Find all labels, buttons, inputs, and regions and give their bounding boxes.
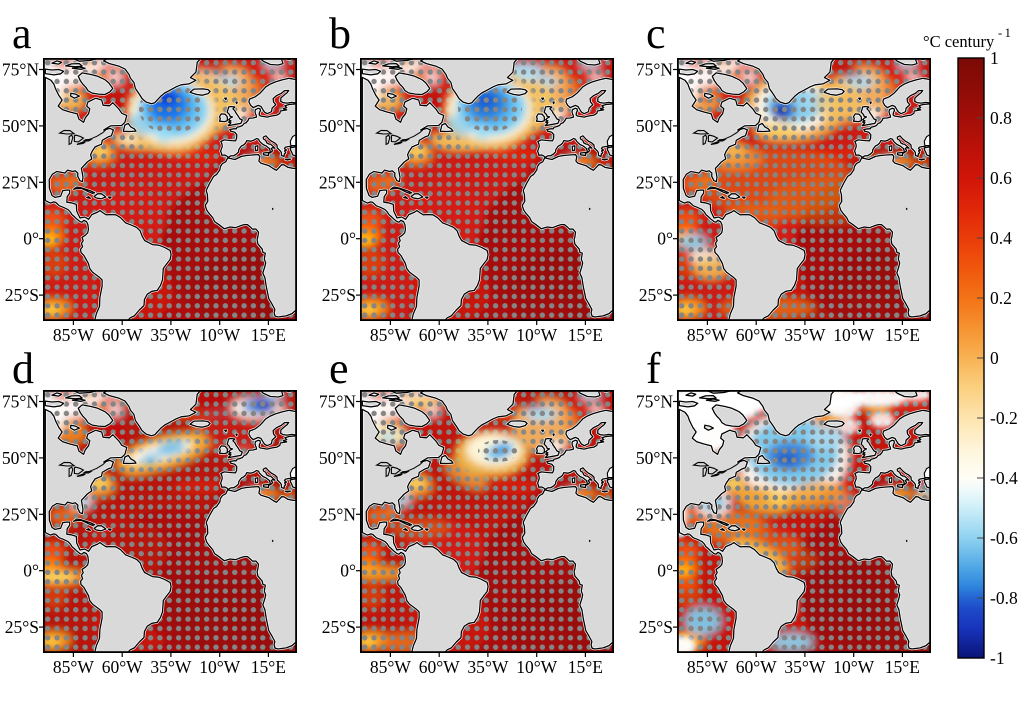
svg-text:50°N: 50°N: [2, 448, 39, 468]
svg-text:75°N: 75°N: [2, 392, 39, 412]
svg-text:35°W: 35°W: [150, 325, 191, 345]
svg-text:35°W: 35°W: [150, 657, 191, 677]
svg-text:35°W: 35°W: [467, 325, 508, 345]
svg-text:0.2: 0.2: [990, 288, 1012, 308]
svg-text:15°E: 15°E: [251, 325, 286, 345]
svg-text:35°W: 35°W: [784, 325, 825, 345]
svg-text:25°N: 25°N: [636, 172, 673, 192]
svg-text:25°N: 25°N: [319, 172, 356, 192]
svg-text:c: c: [646, 9, 666, 58]
svg-text:10°W: 10°W: [516, 657, 557, 677]
svg-text:0: 0: [990, 348, 999, 368]
svg-text:-0.4: -0.4: [990, 468, 1018, 488]
svg-text:0°: 0°: [340, 229, 356, 249]
svg-text:-1: -1: [990, 648, 1005, 668]
svg-text:25°S: 25°S: [639, 617, 673, 637]
svg-text:60°W: 60°W: [419, 325, 460, 345]
svg-text:25°S: 25°S: [5, 285, 39, 305]
svg-text:75°N: 75°N: [319, 392, 356, 412]
svg-text:50°N: 50°N: [319, 116, 356, 136]
svg-text:60°W: 60°W: [419, 657, 460, 677]
svg-text:10°W: 10°W: [516, 325, 557, 345]
svg-text:0°: 0°: [657, 561, 673, 581]
svg-text:10°W: 10°W: [833, 325, 874, 345]
svg-text:85°W: 85°W: [370, 657, 411, 677]
svg-text:0°: 0°: [657, 229, 673, 249]
svg-text:0°: 0°: [23, 229, 39, 249]
svg-text:15°E: 15°E: [251, 657, 286, 677]
svg-text:35°W: 35°W: [467, 657, 508, 677]
svg-text:60°W: 60°W: [102, 657, 143, 677]
svg-text:0°: 0°: [340, 561, 356, 581]
svg-text:85°W: 85°W: [53, 657, 94, 677]
svg-text:0.6: 0.6: [990, 168, 1012, 188]
svg-text:25°N: 25°N: [2, 504, 39, 524]
svg-text:- 1: - 1: [998, 26, 1011, 40]
svg-text:60°W: 60°W: [102, 325, 143, 345]
svg-text:50°N: 50°N: [636, 448, 673, 468]
svg-text:a: a: [12, 9, 32, 58]
svg-text:15°E: 15°E: [568, 657, 603, 677]
svg-text:25°N: 25°N: [2, 172, 39, 192]
svg-text:75°N: 75°N: [319, 60, 356, 80]
svg-text:0.8: 0.8: [990, 108, 1012, 128]
svg-text:f: f: [646, 344, 661, 393]
svg-text:10°W: 10°W: [199, 657, 240, 677]
svg-text:0.4: 0.4: [990, 228, 1012, 248]
svg-text:35°W: 35°W: [784, 657, 825, 677]
svg-text:60°W: 60°W: [736, 657, 777, 677]
svg-text:25°S: 25°S: [322, 617, 356, 637]
svg-text:b: b: [329, 9, 351, 58]
svg-text:-0.2: -0.2: [990, 408, 1018, 428]
svg-text:75°N: 75°N: [636, 392, 673, 412]
svg-text:25°S: 25°S: [5, 617, 39, 637]
svg-text:50°N: 50°N: [319, 448, 356, 468]
svg-text:85°W: 85°W: [687, 325, 728, 345]
svg-text:85°W: 85°W: [370, 325, 411, 345]
svg-text:15°E: 15°E: [885, 657, 920, 677]
svg-text:25°N: 25°N: [319, 504, 356, 524]
svg-text:85°W: 85°W: [687, 657, 728, 677]
svg-text:°C century: °C century: [923, 32, 995, 51]
svg-text:15°E: 15°E: [885, 325, 920, 345]
svg-text:25°S: 25°S: [639, 285, 673, 305]
svg-text:75°N: 75°N: [2, 60, 39, 80]
svg-text:50°N: 50°N: [636, 116, 673, 136]
svg-text:0°: 0°: [23, 561, 39, 581]
svg-text:50°N: 50°N: [2, 116, 39, 136]
svg-text:-0.8: -0.8: [990, 588, 1018, 608]
svg-text:10°W: 10°W: [833, 657, 874, 677]
svg-text:25°S: 25°S: [322, 285, 356, 305]
svg-text:75°N: 75°N: [636, 60, 673, 80]
svg-text:85°W: 85°W: [53, 325, 94, 345]
svg-text:10°W: 10°W: [199, 325, 240, 345]
svg-text:25°N: 25°N: [636, 504, 673, 524]
svg-text:d: d: [12, 344, 34, 393]
svg-text:60°W: 60°W: [736, 325, 777, 345]
svg-text:e: e: [329, 344, 349, 393]
svg-text:1: 1: [990, 48, 999, 68]
svg-text:-0.6: -0.6: [990, 528, 1018, 548]
svg-text:15°E: 15°E: [568, 325, 603, 345]
